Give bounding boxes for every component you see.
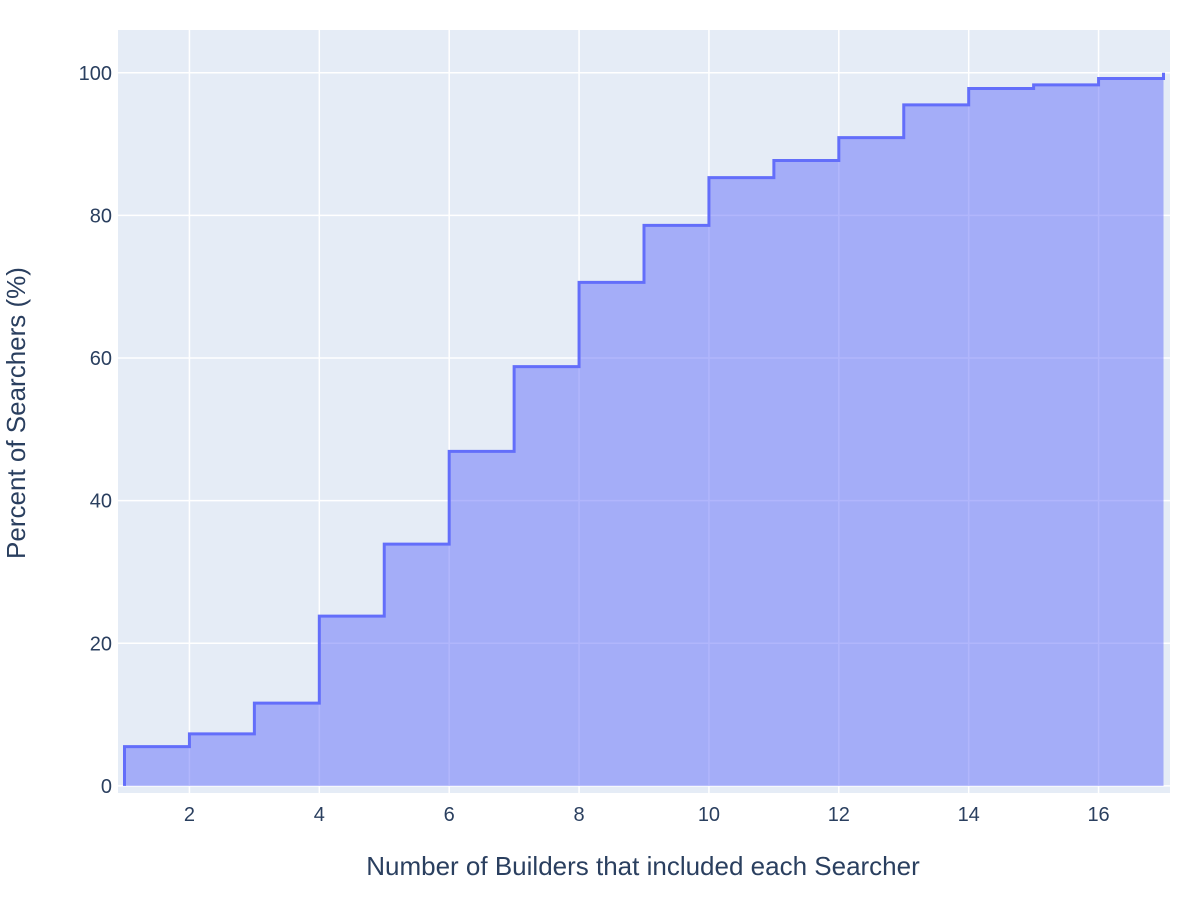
y-tick-label: 80 (90, 205, 112, 227)
x-axis-title: Number of Builders that included each Se… (366, 851, 920, 881)
x-tick-label: 10 (698, 804, 720, 826)
y-tick-label: 0 (101, 776, 112, 798)
x-tick-label: 16 (1087, 804, 1109, 826)
x-tick-label: 4 (314, 804, 325, 826)
x-tick-label: 14 (958, 804, 980, 826)
x-tick-label: 2 (184, 804, 195, 826)
y-tick-labels: 0 20 40 60 80 100 (79, 63, 112, 798)
x-tick-label: 6 (444, 804, 455, 826)
y-tick-label: 100 (79, 63, 112, 85)
step-line (122, 72, 1166, 786)
data-series (122, 72, 1166, 786)
y-axis-title: Percent of Searchers (%) (1, 267, 31, 559)
y-tick-label: 60 (90, 348, 112, 370)
x-tick-label: 8 (573, 804, 584, 826)
y-tick-label: 40 (90, 491, 112, 513)
x-tick-labels: 2 4 6 8 10 12 14 16 (184, 804, 1110, 826)
y-tick-label: 20 (90, 633, 112, 655)
x-tick-label: 12 (828, 804, 850, 826)
